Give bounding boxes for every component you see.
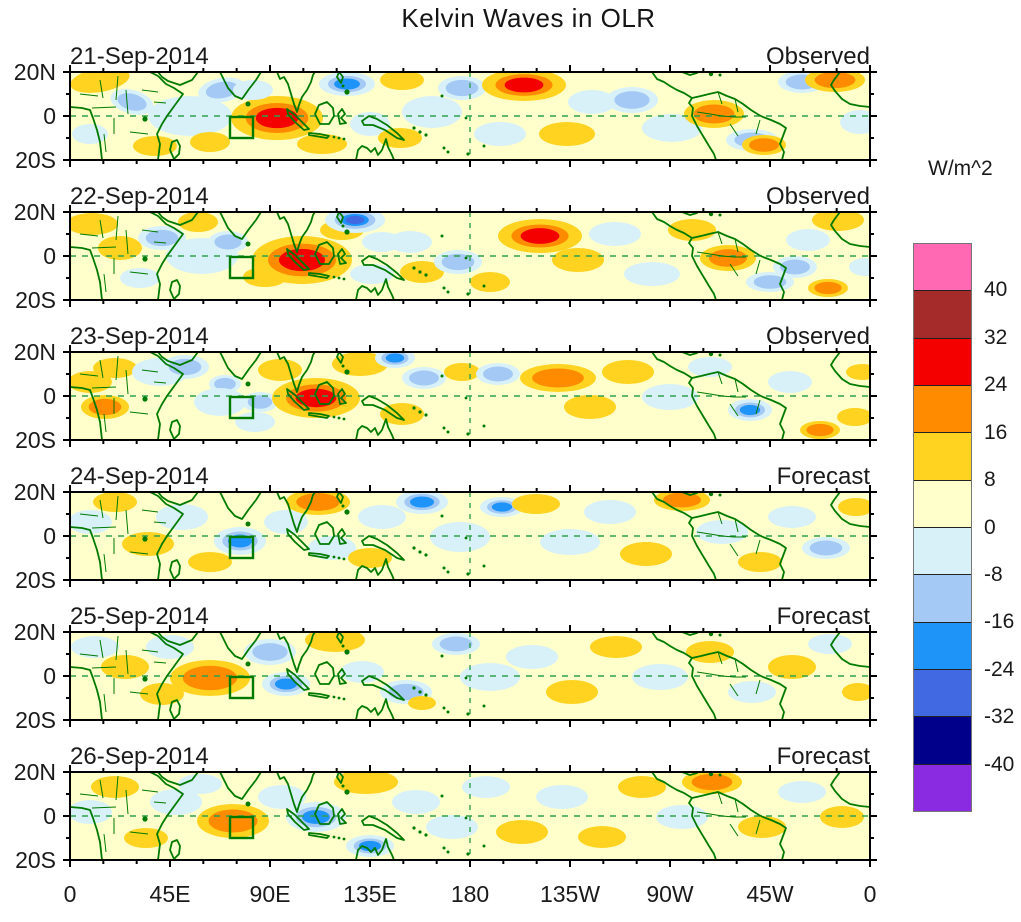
panel-mode-label: Forecast	[776, 603, 870, 630]
colorbar	[913, 243, 972, 812]
colorbar-tick-label: 32	[984, 325, 1008, 349]
y-axis-label: 20S	[15, 847, 56, 873]
y-axis-label: 20N	[13, 479, 56, 505]
colorbar-segment	[914, 337, 971, 385]
x-axis-label: 180	[450, 881, 490, 907]
panel-date-label: 26-Sep-2014	[70, 743, 209, 770]
panel-date-label: 25-Sep-2014	[70, 603, 209, 630]
chart-title: Kelvin Waves in OLR	[401, 3, 656, 33]
colorbar-segment	[914, 290, 971, 338]
y-axis-label: 0	[43, 523, 56, 549]
y-axis-label: 20N	[13, 339, 56, 365]
y-axis-label: 0	[43, 383, 56, 409]
map-panel	[63, 625, 877, 727]
x-axis-label: 45E	[149, 881, 191, 907]
panel-mode-label: Observed	[765, 43, 870, 70]
colorbar-tick-label: -32	[984, 705, 1015, 729]
x-axis-label: 135E	[343, 881, 397, 907]
colorbar-tick-label: -40	[984, 752, 1015, 776]
y-axis-label: 20N	[13, 59, 56, 85]
colorbar-segment	[914, 621, 971, 669]
colorbar-segment	[914, 244, 971, 291]
x-axis-label: 90E	[249, 881, 291, 907]
panel-date-label: 22-Sep-2014	[70, 183, 209, 210]
colorbar-tick-label: 0	[984, 515, 996, 539]
panel-mode-label: Observed	[765, 183, 870, 210]
colorbar-tick-label: -8	[984, 562, 1003, 586]
y-axis-label: 20S	[15, 147, 56, 173]
x-axis-label: 90W	[646, 881, 694, 907]
panel-mode-label: Observed	[765, 323, 870, 350]
x-axis-label: 0	[863, 881, 877, 907]
y-axis-label: 20N	[13, 759, 56, 785]
y-axis-label: 20S	[15, 427, 56, 453]
colorbar-tick-label: -24	[984, 657, 1015, 681]
colorbar-segment	[914, 526, 971, 575]
colorbar-tick-label: -16	[984, 610, 1015, 634]
colorbar-tick-label: 24	[984, 373, 1008, 397]
panel-mode-label: Forecast	[776, 463, 870, 490]
map-panel	[63, 765, 877, 867]
y-axis-label: 20N	[13, 619, 56, 645]
y-axis-label: 0	[43, 103, 56, 129]
y-axis-label: 0	[43, 803, 56, 829]
map-panel	[63, 485, 877, 587]
colorbar-segment	[914, 384, 971, 433]
panel-date-label: 23-Sep-2014	[70, 323, 209, 350]
colorbar-segment	[914, 574, 971, 622]
y-axis-label: 0	[43, 243, 56, 269]
x-axis-label: 0	[63, 881, 77, 907]
colorbar-tick-label: 16	[984, 420, 1008, 444]
y-axis-label: 20S	[15, 287, 56, 313]
colorbar-tick-label: 40	[984, 278, 1008, 302]
x-axis-label: 135W	[539, 881, 601, 907]
panel-date-label: 21-Sep-2014	[70, 43, 209, 70]
y-axis-label: 0	[43, 663, 56, 689]
colorbar-segment	[914, 763, 971, 811]
y-axis-label: 20S	[15, 567, 56, 593]
map-panel	[63, 205, 877, 307]
colorbar-units-label: W/m^2	[928, 157, 993, 180]
map-panel	[63, 65, 877, 167]
colorbar-segment	[914, 716, 971, 764]
colorbar-segment	[914, 668, 971, 717]
y-axis-label: 20N	[13, 199, 56, 225]
panel-mode-label: Forecast	[776, 743, 870, 770]
map-panel	[63, 345, 877, 447]
x-axis-label: 45W	[746, 881, 794, 907]
panel-date-label: 24-Sep-2014	[70, 463, 209, 490]
colorbar-tick-label: 8	[984, 468, 996, 492]
colorbar-segment	[914, 432, 971, 480]
colorbar-segment	[914, 479, 971, 527]
y-axis-label: 20S	[15, 707, 56, 733]
